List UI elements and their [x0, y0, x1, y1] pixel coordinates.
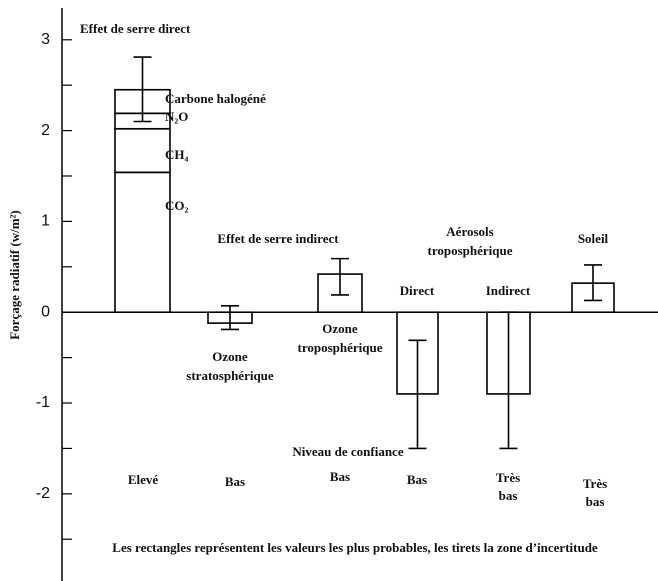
confidence-label: Très	[583, 476, 607, 491]
confidence-title: Niveau de confiance	[292, 444, 403, 459]
confidence-label: Très	[496, 470, 520, 485]
confidence-label: bas	[586, 494, 605, 509]
segment-label: CO₂	[165, 198, 189, 213]
y-tick-label: -2	[36, 485, 50, 502]
y-axis-label: Forçage radiatif (w/m²)	[7, 210, 22, 340]
segment-label: CH₄	[165, 147, 189, 162]
confidence-label: bas	[499, 488, 518, 503]
category-label: stratosphérique	[186, 368, 274, 383]
category-label: Ozone	[212, 349, 248, 364]
category-label: Soleil	[578, 231, 609, 246]
category-label: troposphérique	[298, 340, 383, 355]
segment-label: Carbone halogéné	[165, 91, 266, 106]
y-tick-label: 3	[41, 31, 50, 48]
segment-label: N₂O	[165, 109, 188, 124]
y-tick-label: -1	[36, 394, 50, 411]
bar-segment	[114, 127, 171, 174]
confidence-label: Bas	[330, 469, 350, 484]
confidence-label: Bas	[407, 472, 427, 487]
footnote: Les rectangles représentent les valeurs …	[112, 540, 598, 555]
group-label: Aérosols	[446, 224, 493, 239]
y-tick-label: 1	[41, 213, 50, 230]
group-label: troposphérique	[428, 243, 513, 258]
category-label: Effet de serre direct	[80, 21, 191, 36]
y-tick-label: 2	[41, 122, 50, 139]
category-label: Direct	[400, 283, 435, 298]
confidence-label: Elevé	[128, 472, 159, 487]
category-label: Ozone	[322, 321, 358, 336]
confidence-label: Bas	[225, 474, 245, 489]
bar-segment	[114, 171, 171, 314]
y-tick-label: 0	[41, 303, 50, 320]
group-label: Effet de serre indirect	[217, 231, 339, 246]
category-label: Indirect	[486, 283, 531, 298]
